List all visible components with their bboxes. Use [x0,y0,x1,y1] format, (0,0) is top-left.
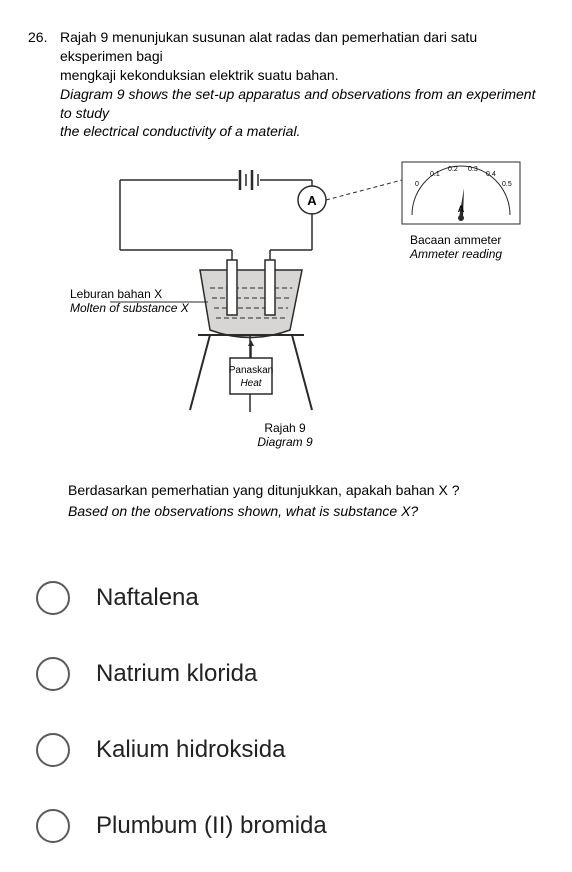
experiment-diagram: A Panaskan Heat [60,160,530,450]
question-number: 26. [28,28,47,47]
heat-source-icon: Panaskan Heat [229,340,273,394]
diagram-area: A Panaskan Heat [60,160,530,450]
radio-icon[interactable] [36,733,70,767]
option-label: Natrium klorida [96,660,257,688]
molten-ms: Leburan bahan X [70,287,162,301]
ammeter-reading-icon: 0 0.1 0.2 0.3 0.4 0.5 A [402,162,520,224]
options-list: Naftalena Natrium klorida Kalium hidroks… [36,560,536,864]
q-line1-en: Diagram 9 shows the set-up apparatus and… [60,86,535,121]
option-label: Plumbum (II) bromida [96,812,327,840]
q-line2-en: the electrical conductivity of a materia… [60,123,300,139]
molten-en: Molten of substance X [70,301,190,315]
radio-icon[interactable] [36,657,70,691]
crucible-icon [200,270,302,338]
electrode-left [227,260,237,315]
followup-block: Berdasarkan pemerhatian yang ditunjukkan… [68,480,532,522]
radio-icon[interactable] [36,809,70,843]
svg-text:0.3: 0.3 [468,166,478,173]
svg-text:0: 0 [415,181,419,188]
heat-ms: Panaskan [229,365,273,376]
battery-icon [120,170,312,190]
heat-en: Heat [240,378,262,389]
followup-en: Based on the observations shown, what is… [68,501,532,522]
question-block: 26. Rajah 9 menunjukan susunan alat rada… [28,28,544,141]
caption-ms: Rajah 9 [264,421,306,435]
ammeter-A: A [307,193,317,208]
caption-en: Diagram 9 [257,435,313,449]
svg-text:0.4: 0.4 [486,171,496,178]
option-row-b[interactable]: Natrium klorida [36,636,536,712]
svg-text:0.2: 0.2 [448,166,458,173]
ammeter-en: Ammeter reading [409,247,502,261]
q-line2-ms: mengkaji kekonduksian elektrik suatu bah… [60,67,339,83]
option-row-a[interactable]: Naftalena [36,560,536,636]
electrode-right [265,260,275,315]
radio-icon[interactable] [36,581,70,615]
option-row-d[interactable]: Plumbum (II) bromida [36,788,536,864]
svg-text:0.5: 0.5 [502,181,512,188]
option-label: Naftalena [96,584,199,612]
question-text: Rajah 9 menunjukan susunan alat radas da… [60,28,544,141]
svg-text:0.1: 0.1 [430,171,440,178]
ammeter-ms: Bacaan ammeter [410,233,501,247]
dashed-line [326,180,402,200]
svg-text:A: A [458,204,465,214]
q-line1-ms: Rajah 9 menunjukan susunan alat radas da… [60,29,477,64]
followup-ms: Berdasarkan pemerhatian yang ditunjukkan… [68,480,532,501]
option-row-c[interactable]: Kalium hidroksida [36,712,536,788]
option-label: Kalium hidroksida [96,736,285,764]
